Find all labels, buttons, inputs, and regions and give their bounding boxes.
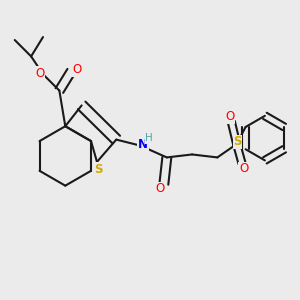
Text: O: O xyxy=(35,67,45,80)
Text: O: O xyxy=(72,63,81,76)
Text: O: O xyxy=(225,110,235,123)
Text: S: S xyxy=(94,163,103,176)
Text: H: H xyxy=(145,133,153,143)
Text: O: O xyxy=(239,162,248,175)
Text: N: N xyxy=(138,138,148,151)
Text: O: O xyxy=(156,182,165,195)
Text: S: S xyxy=(233,135,242,148)
